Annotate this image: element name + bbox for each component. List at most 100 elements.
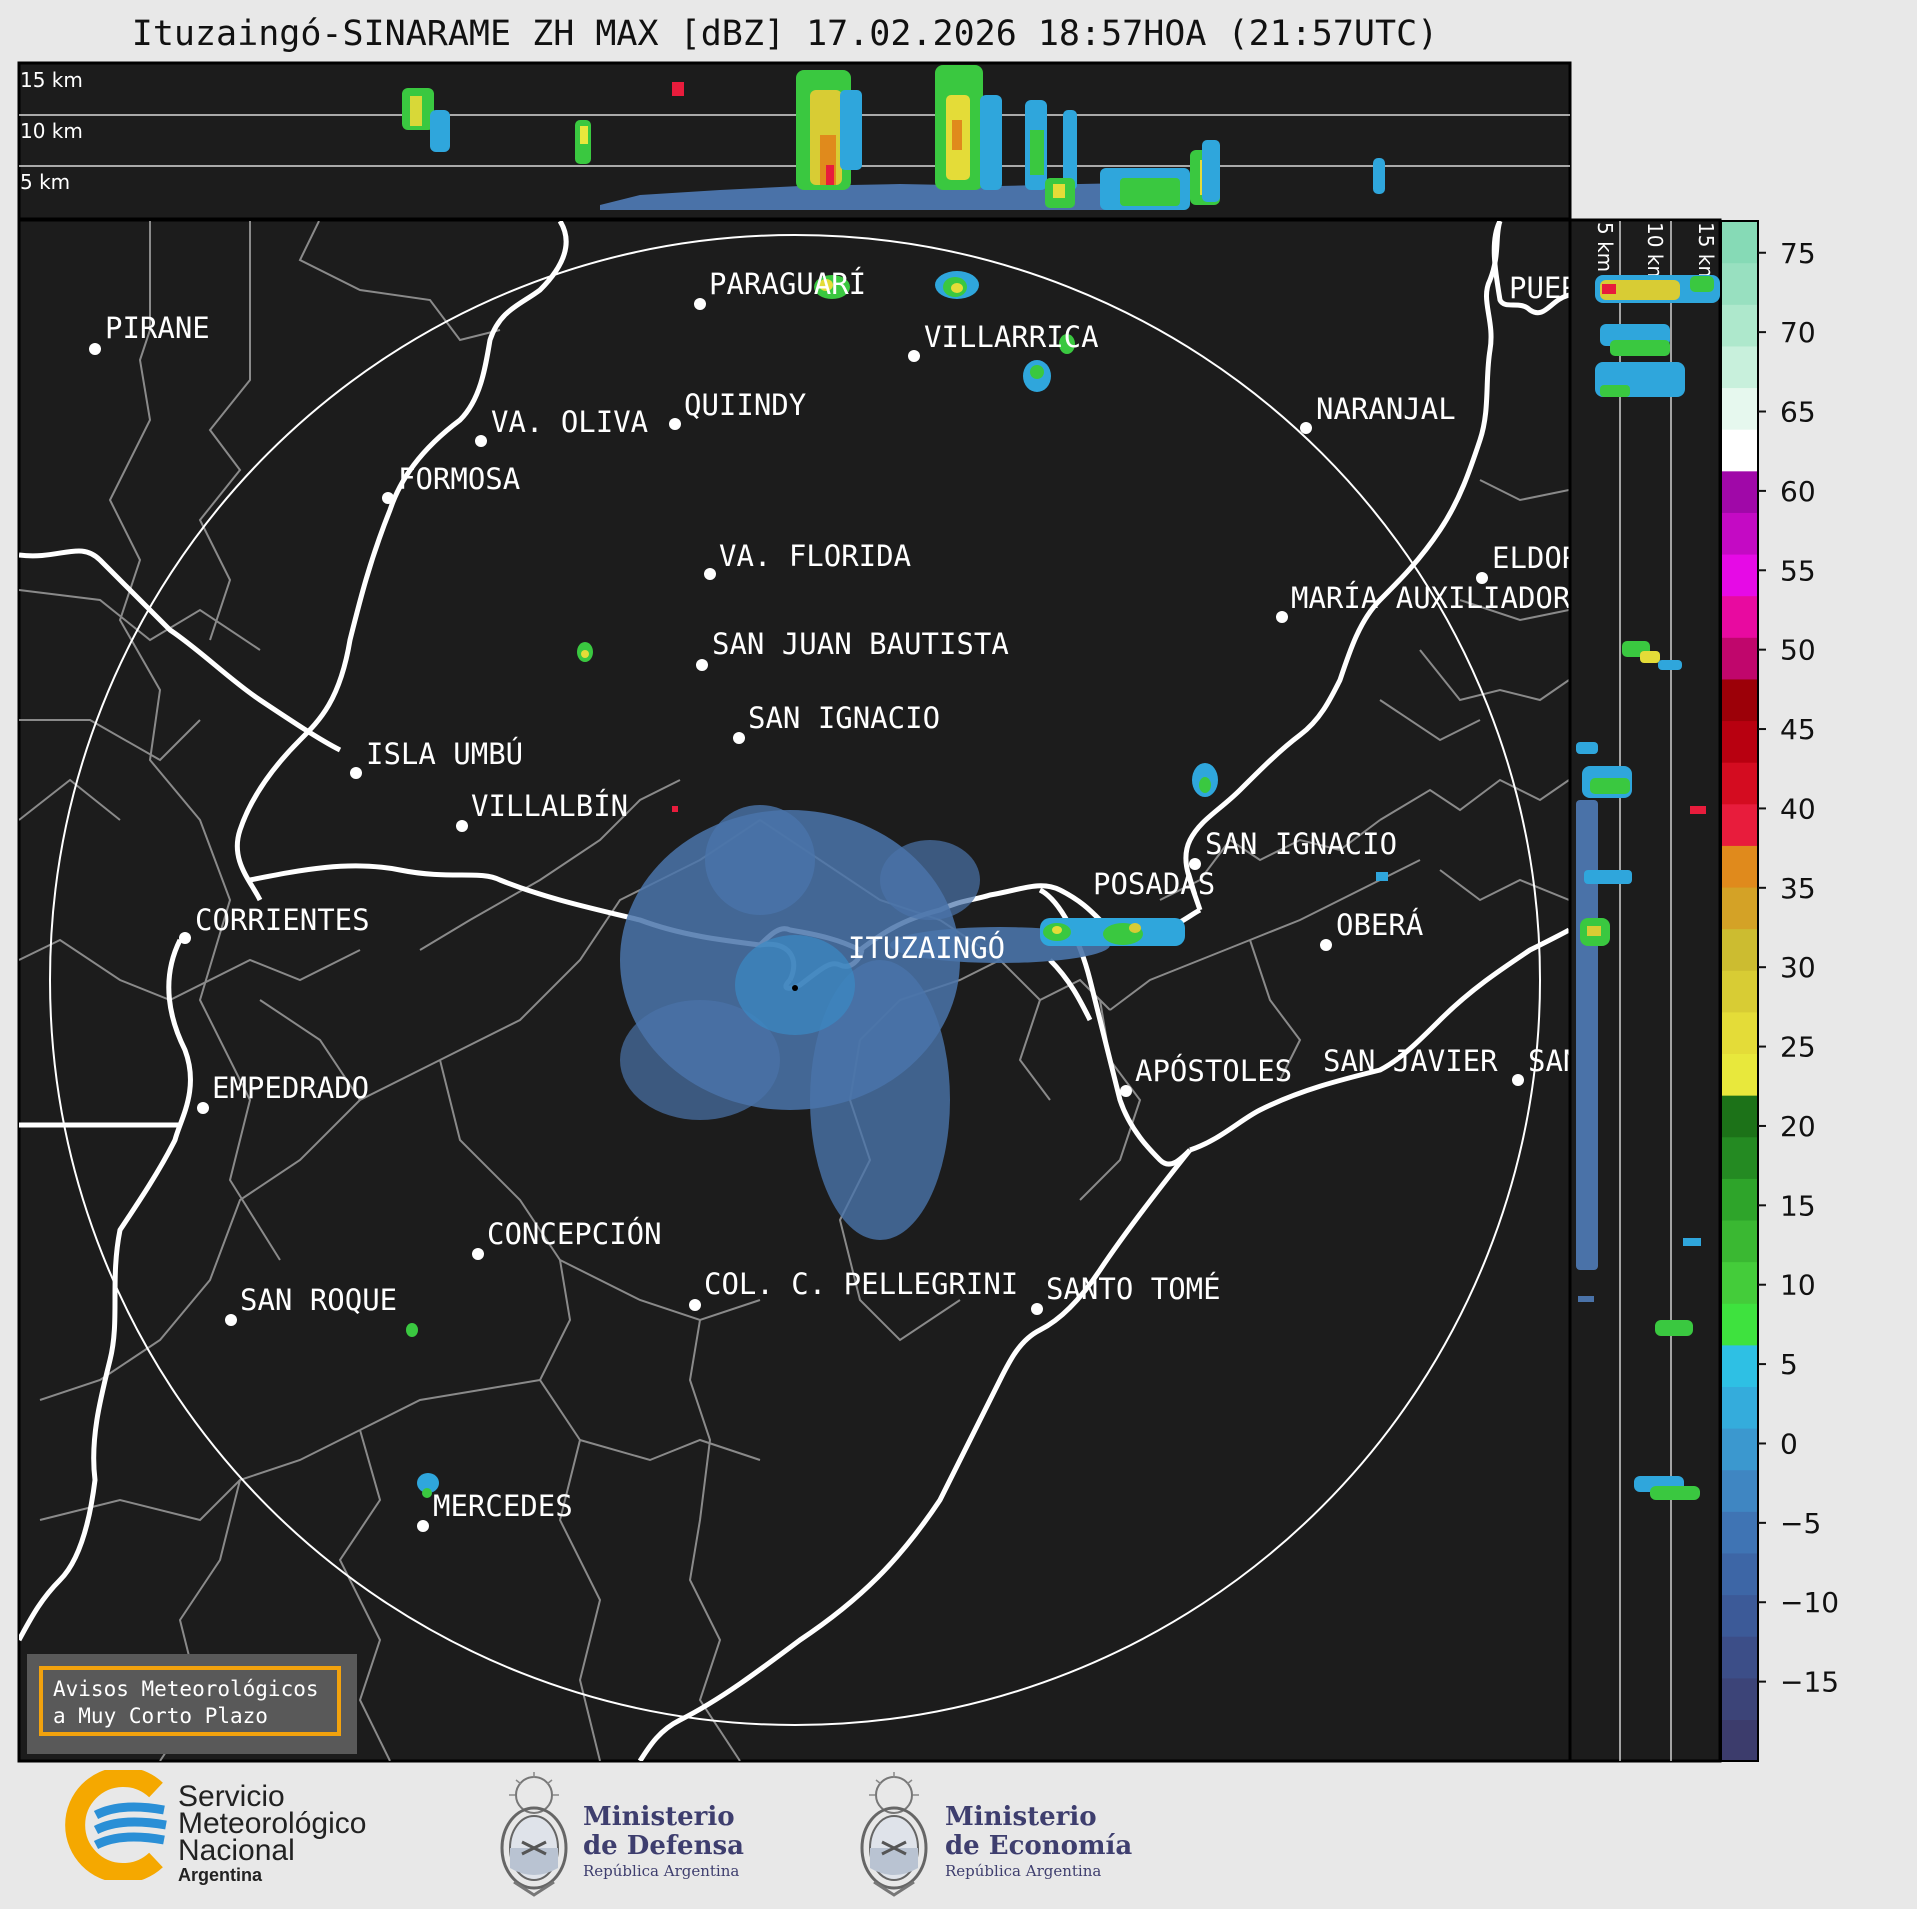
city-label-obera: OBERÁ xyxy=(1336,908,1423,942)
smn-line-3: Nacional xyxy=(178,1834,295,1867)
side-height-10km-label: 10 km xyxy=(1643,222,1667,285)
colorbar-tick-label: 5 xyxy=(1780,1348,1798,1381)
colorbar-swatch xyxy=(1721,970,1758,1013)
colorbar-tick-label: 50 xyxy=(1780,634,1816,667)
economia-logo-text: Ministerio de Economía República Argenti… xyxy=(945,1803,1132,1881)
economia-shield-icon xyxy=(860,1772,928,1897)
colorbar-swatch xyxy=(1721,1469,1758,1512)
colorbar-swatch xyxy=(1721,637,1758,680)
radar-site-marker xyxy=(792,985,798,991)
chart-title: Ituzaingó-SINARAME ZH MAX [dBZ] 17.02.20… xyxy=(131,14,1439,54)
colorbar-swatch xyxy=(1721,345,1758,389)
smn-logo-text: Servicio Meteorológico Nacional Argentin… xyxy=(178,1782,367,1886)
smn-line-4: Argentina xyxy=(178,1865,263,1885)
aviso-box: Avisos Meteorológicos a Muy Corto Plazo xyxy=(39,1666,341,1736)
side-echo-profile xyxy=(1576,275,1720,1500)
colorbar-swatch xyxy=(1721,470,1758,513)
defensa-line-2: de Defensa xyxy=(583,1831,744,1861)
city-label-col-c-pellegrini: COL. C. PELLEGRINI xyxy=(704,1267,1018,1301)
city-label-san-ignacio-ar: SAN IGNACIO xyxy=(1205,827,1397,861)
colorbar-swatch xyxy=(1721,221,1758,264)
city-label-va-oliva: VA. OLIVA xyxy=(491,405,648,439)
city-label-san-roque: SAN ROQUE xyxy=(240,1283,397,1317)
city-label-san-ignacio-py: SAN IGNACIO xyxy=(748,701,940,735)
colorbar-swatch xyxy=(1721,1677,1758,1720)
colorbar-tick-label: −15 xyxy=(1780,1666,1839,1699)
side-height-15km-label: 15 km xyxy=(1694,222,1718,285)
city-label-posadas: POSADAS xyxy=(1093,867,1215,901)
colorbar-swatch xyxy=(1721,262,1758,305)
side-height-panel: 5 km 10 km 15 km xyxy=(1568,218,1722,1763)
colorbar-swatch xyxy=(1721,1344,1758,1388)
colorbar-swatch xyxy=(1721,1053,1758,1096)
main-map-panel: PIRANE PARAGUARÍ VILLARRICA VA. OLIVA QU… xyxy=(17,218,1632,1763)
city-label-isla-umbu: ISLA UMBÚ xyxy=(366,737,523,771)
aviso-line-1: Avisos Meteorológicos xyxy=(53,1677,319,1701)
city-label-pirane: PIRANE xyxy=(105,311,210,345)
colorbar-swatch xyxy=(1721,553,1758,597)
colorbar-swatch xyxy=(1721,1511,1758,1554)
top-height-5km-label: 5 km xyxy=(20,170,70,194)
colorbar-swatch xyxy=(1721,387,1758,430)
economia-line-2: de Economía xyxy=(945,1831,1133,1861)
colorbar-tick-label: 10 xyxy=(1780,1269,1816,1302)
defensa-line-3: República Argentina xyxy=(583,1862,740,1880)
colorbar-swatch xyxy=(1721,720,1758,763)
defensa-logo-text: Ministerio de Defensa República Argentin… xyxy=(583,1803,744,1881)
colorbar-tick-label: 35 xyxy=(1780,872,1816,905)
colorbar-swatch xyxy=(1721,1178,1758,1221)
colorbar-swatch xyxy=(1721,1719,1758,1762)
colorbar-tick-label: 40 xyxy=(1780,792,1816,825)
colorbar-swatch xyxy=(1721,886,1758,930)
colorbar-tick-label: 60 xyxy=(1780,475,1816,508)
colorbar-tick-label: 65 xyxy=(1780,396,1816,429)
colorbar-swatch xyxy=(1721,304,1758,347)
colorbar-swatch xyxy=(1721,762,1758,805)
city-label-villarrica: VILLARRICA xyxy=(924,320,1099,354)
city-label-villalbin: VILLALBÍN xyxy=(471,789,628,823)
colorbar-tick-label: 70 xyxy=(1780,316,1816,349)
city-label-formosa: FORMOSA xyxy=(398,462,520,496)
aviso-badge: Avisos Meteorológicos a Muy Corto Plazo xyxy=(27,1654,357,1754)
city-label-concepcion: CONCEPCIÓN xyxy=(487,1217,662,1251)
city-label-va-florida: VA. FLORIDA xyxy=(719,539,911,573)
city-label-apostoles: APÓSTOLES xyxy=(1135,1054,1292,1088)
top-height-panel: 15 km 10 km 5 km xyxy=(17,61,1572,221)
top-echo-profile xyxy=(402,65,1385,210)
city-label-san: SAN xyxy=(1528,1044,1580,1078)
river-borders xyxy=(19,221,1569,1761)
colorbar-swatch xyxy=(1721,1261,1758,1304)
city-label-eldorado: ELDORADO xyxy=(1492,541,1632,575)
defensa-line-1: Ministerio xyxy=(583,1802,735,1832)
colorbar-swatch xyxy=(1721,1303,1758,1346)
city-label-santo-tome: SANTO TOMÉ xyxy=(1046,1272,1221,1306)
colorbar-swatch xyxy=(1721,595,1758,638)
colorbar-tick-label: 20 xyxy=(1780,1110,1816,1143)
city-label-corrientes: CORRIENTES xyxy=(195,903,370,937)
city-label-naranjal: NARANJAL xyxy=(1316,392,1456,426)
city-labels: PIRANE PARAGUARÍ VILLARRICA VA. OLIVA QU… xyxy=(105,267,1632,1523)
top-height-15km-label: 15 km xyxy=(20,68,83,92)
colorbar-swatch xyxy=(1721,512,1758,555)
city-label-san-javier: SAN JAVIER xyxy=(1323,1044,1498,1078)
colorbar-tick-label: 45 xyxy=(1780,713,1816,746)
city-label-empedrado: EMPEDRADO xyxy=(212,1071,369,1105)
colorbar-swatch xyxy=(1721,803,1758,846)
smn-line-2: Meteorológico xyxy=(178,1807,367,1840)
side-height-5km-label: 5 km xyxy=(1593,222,1617,272)
colorbar-tick-label: 75 xyxy=(1780,237,1816,270)
colorbar-tick-label: −5 xyxy=(1780,1507,1821,1540)
colorbar-swatch xyxy=(1721,1428,1758,1471)
defensa-shield-icon xyxy=(500,1772,568,1897)
city-label-quiindy: QUIINDY xyxy=(684,388,806,422)
colorbar-swatches xyxy=(1721,221,1758,1762)
colorbar-swatch xyxy=(1721,1636,1758,1679)
colorbar-swatch xyxy=(1721,1386,1758,1429)
city-label-mercedes: MERCEDES xyxy=(433,1489,573,1523)
colorbar-swatch xyxy=(1721,429,1758,472)
colorbar-swatch xyxy=(1721,678,1758,722)
smn-logo-icon xyxy=(65,1770,167,1880)
colorbar-swatch xyxy=(1721,928,1758,971)
colorbar-tick-label: 30 xyxy=(1780,951,1816,984)
